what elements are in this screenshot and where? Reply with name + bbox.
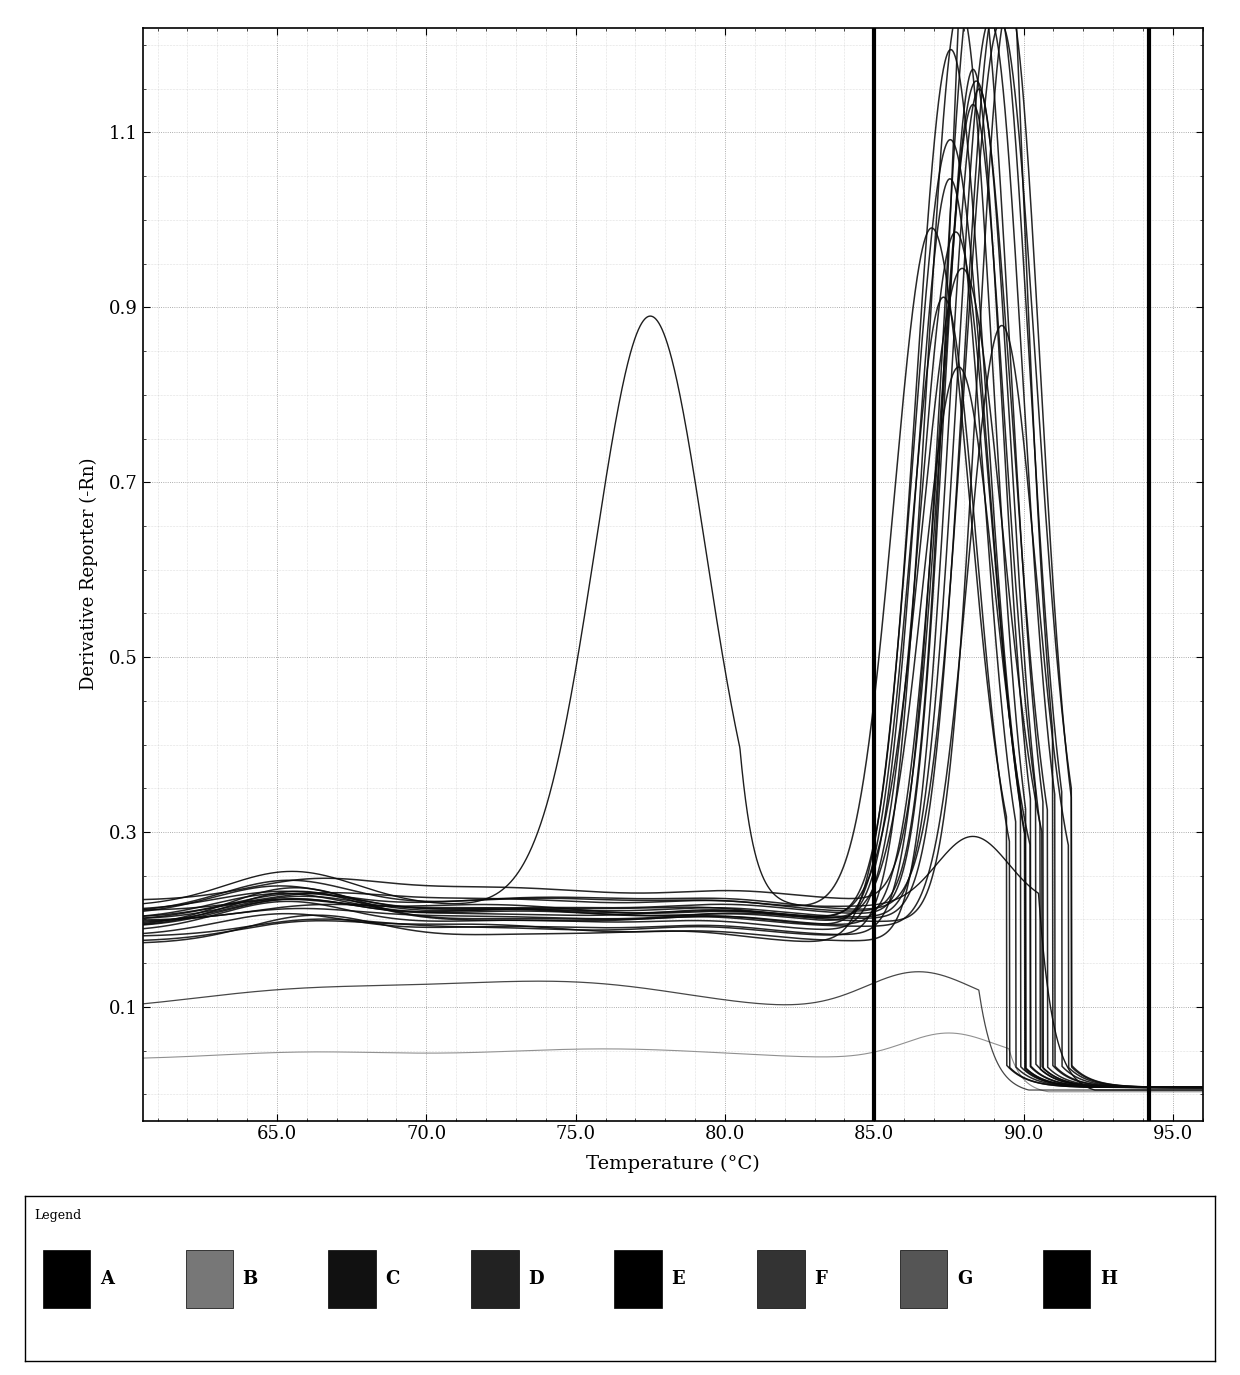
Y-axis label: Derivative Reporter (-Rn): Derivative Reporter (-Rn)	[79, 458, 98, 690]
Text: Legend: Legend	[35, 1210, 82, 1222]
Bar	[186, 1250, 233, 1308]
Text: E: E	[671, 1269, 684, 1288]
Text: G: G	[957, 1269, 972, 1288]
Text: H: H	[1100, 1269, 1117, 1288]
Bar	[1043, 1250, 1090, 1308]
Text: A: A	[99, 1269, 114, 1288]
Text: F: F	[813, 1269, 827, 1288]
Text: D: D	[528, 1269, 544, 1288]
Text: B: B	[243, 1269, 258, 1288]
Text: C: C	[386, 1269, 399, 1288]
Bar	[900, 1250, 947, 1308]
Bar	[329, 1250, 376, 1308]
Bar	[614, 1250, 662, 1308]
X-axis label: Temperature (°C): Temperature (°C)	[585, 1155, 760, 1173]
Bar	[42, 1250, 91, 1308]
Bar	[471, 1250, 518, 1308]
Bar	[756, 1250, 805, 1308]
